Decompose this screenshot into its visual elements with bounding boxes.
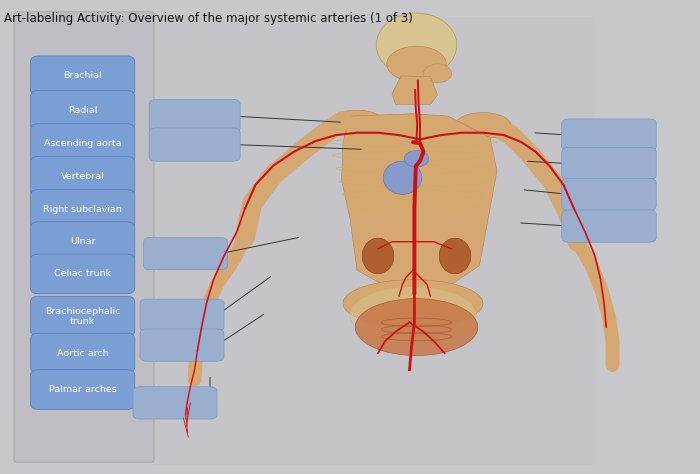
Text: Brachial: Brachial [63, 72, 102, 80]
Text: Palmar arches: Palmar arches [49, 385, 116, 394]
Ellipse shape [424, 64, 452, 83]
Ellipse shape [363, 238, 393, 274]
FancyBboxPatch shape [14, 12, 154, 462]
Text: Ascending aorta: Ascending aorta [44, 139, 121, 148]
FancyBboxPatch shape [31, 156, 134, 196]
FancyBboxPatch shape [144, 237, 228, 270]
Ellipse shape [377, 13, 456, 77]
Text: Radial: Radial [68, 106, 97, 115]
FancyBboxPatch shape [31, 222, 134, 262]
FancyBboxPatch shape [31, 296, 134, 336]
FancyBboxPatch shape [140, 299, 224, 331]
Polygon shape [342, 114, 497, 294]
FancyBboxPatch shape [149, 100, 240, 133]
Text: Celiac trunk: Celiac trunk [54, 270, 111, 278]
FancyBboxPatch shape [561, 147, 657, 180]
FancyBboxPatch shape [31, 91, 134, 130]
Ellipse shape [455, 113, 511, 139]
FancyBboxPatch shape [149, 128, 240, 161]
FancyBboxPatch shape [133, 387, 217, 419]
FancyBboxPatch shape [31, 56, 134, 96]
Ellipse shape [405, 150, 428, 167]
FancyBboxPatch shape [561, 119, 657, 151]
Text: Right subclavian: Right subclavian [43, 205, 122, 214]
Text: Ulnar: Ulnar [70, 237, 95, 246]
Ellipse shape [440, 238, 470, 274]
FancyBboxPatch shape [31, 370, 134, 410]
Ellipse shape [383, 161, 421, 194]
FancyBboxPatch shape [150, 17, 595, 465]
Text: Vertebral: Vertebral [61, 172, 104, 181]
Ellipse shape [386, 46, 447, 82]
FancyBboxPatch shape [31, 254, 134, 294]
Polygon shape [392, 76, 438, 104]
FancyBboxPatch shape [31, 190, 134, 229]
Ellipse shape [329, 110, 385, 137]
Ellipse shape [350, 287, 476, 344]
FancyBboxPatch shape [561, 210, 657, 242]
FancyBboxPatch shape [140, 329, 224, 361]
Ellipse shape [343, 280, 483, 327]
Ellipse shape [355, 299, 477, 356]
Text: Brachiocephalic
trunk: Brachiocephalic trunk [45, 307, 120, 326]
Text: Aortic arch: Aortic arch [57, 349, 108, 357]
FancyBboxPatch shape [31, 333, 134, 373]
Text: Art-labeling Activity: Overview of the major systemic arteries (1 of 3): Art-labeling Activity: Overview of the m… [4, 12, 412, 25]
FancyBboxPatch shape [31, 124, 134, 164]
FancyBboxPatch shape [561, 178, 657, 210]
